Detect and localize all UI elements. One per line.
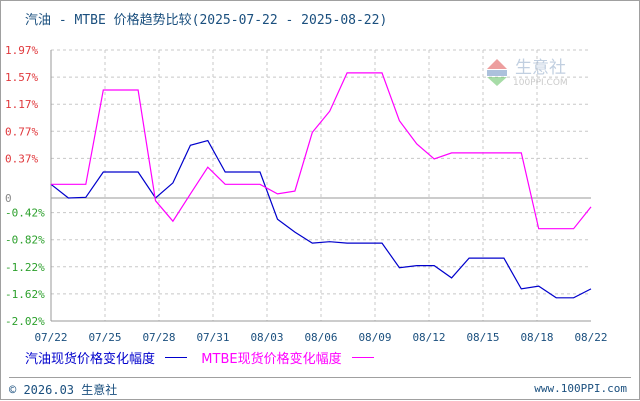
y-tick-label: -2.02% (5, 315, 45, 328)
y-tick-label: -1.62% (5, 288, 45, 301)
legend-label-gasoline: 汽油现货价格变化幅度 (25, 352, 156, 367)
y-tick-label: -0.82% (5, 234, 45, 247)
watermark-logo: 生意社 100PPI.COM (483, 55, 593, 88)
y-tick-label: -1.22% (5, 261, 45, 274)
footer-copyright: © 2026.03 生意社 (9, 383, 118, 397)
chart-legend: 汽油现货价格变化幅度 MTBE现货价格变化幅度 (25, 348, 384, 367)
x-tick-label: 07/31 (196, 331, 229, 344)
footer-divider (9, 377, 631, 378)
legend-label-mtbe: MTBE现货价格变化幅度 (201, 352, 342, 367)
footer-site-link[interactable]: www.100PPI.com (534, 382, 627, 395)
legend-line-gasoline (165, 357, 188, 358)
x-tick-label: 07/28 (142, 331, 175, 344)
y-tick-label: 1.17% (5, 98, 38, 111)
watermark-brand: 生意社 (515, 58, 566, 78)
series-mtbe-line (51, 72, 592, 230)
x-tick-label: 08/06 (304, 331, 337, 344)
y-tick-label: 0.77% (5, 125, 38, 138)
x-tick-label: 08/09 (358, 331, 391, 344)
y-tick-label: 1.97% (5, 44, 38, 57)
y-tick-label: 0.37% (5, 152, 38, 165)
x-tick-label: 08/03 (250, 331, 283, 344)
x-tick-label: 07/25 (88, 331, 121, 344)
series-gasoline-line (50, 139, 592, 299)
y-tick-label: -0.42% (5, 207, 45, 220)
y-tick-label: 0 (5, 192, 12, 205)
watermark-url: 100PPI.COM (513, 78, 568, 87)
legend-line-mtbe (351, 357, 374, 358)
x-tick-label: 08/15 (466, 331, 499, 344)
chart-title: 汽油 - MTBE 价格趋势比较(2025-07-22 - 2025-08-22… (25, 13, 388, 28)
x-tick-label: 08/22 (574, 331, 607, 344)
x-tick-label: 07/22 (34, 331, 67, 344)
y-tick-label: 1.57% (5, 71, 38, 84)
x-tick-label: 08/12 (412, 331, 445, 344)
logo-roof-icon (487, 59, 507, 69)
x-tick-label: 08/18 (520, 331, 553, 344)
